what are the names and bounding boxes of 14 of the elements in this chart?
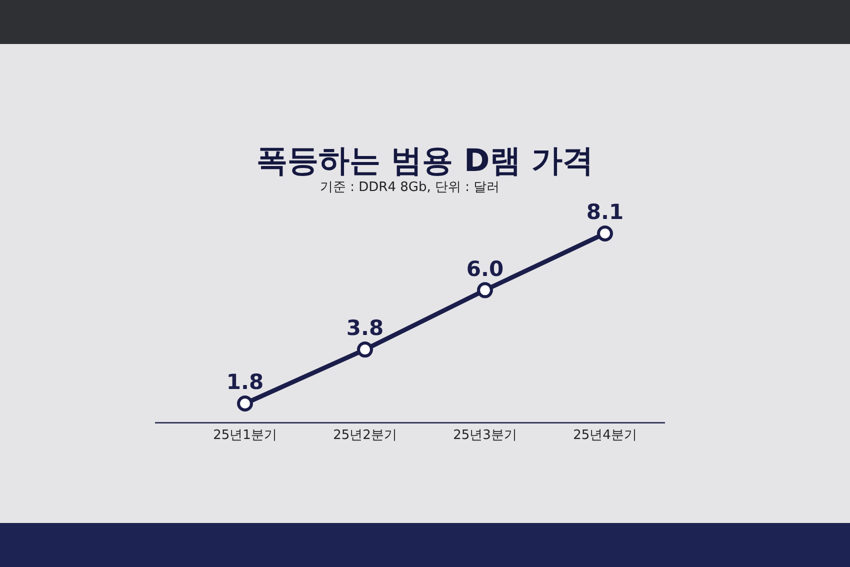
x-tick-label: 25년3분기 (453, 428, 517, 444)
point (597, 225, 613, 242)
chart-title: 폭등하는 범용 D램 가격 (256, 142, 594, 179)
point (477, 282, 493, 298)
data-label: 3.8 (346, 316, 384, 340)
x-tick-label: 25년1분기 (213, 428, 277, 444)
chart-subtitle: 기준 : DDR4 8Gb, 단위 : 달러 (320, 180, 500, 195)
data-label: 8.1 (586, 200, 624, 224)
point (357, 342, 373, 358)
x-tick-label: 25년4분기 (573, 428, 637, 444)
data-label: 6.0 (466, 256, 504, 281)
x-tick-label: 25년2분기 (333, 428, 397, 444)
data-label: 1.8 (226, 370, 264, 394)
point (237, 396, 253, 412)
